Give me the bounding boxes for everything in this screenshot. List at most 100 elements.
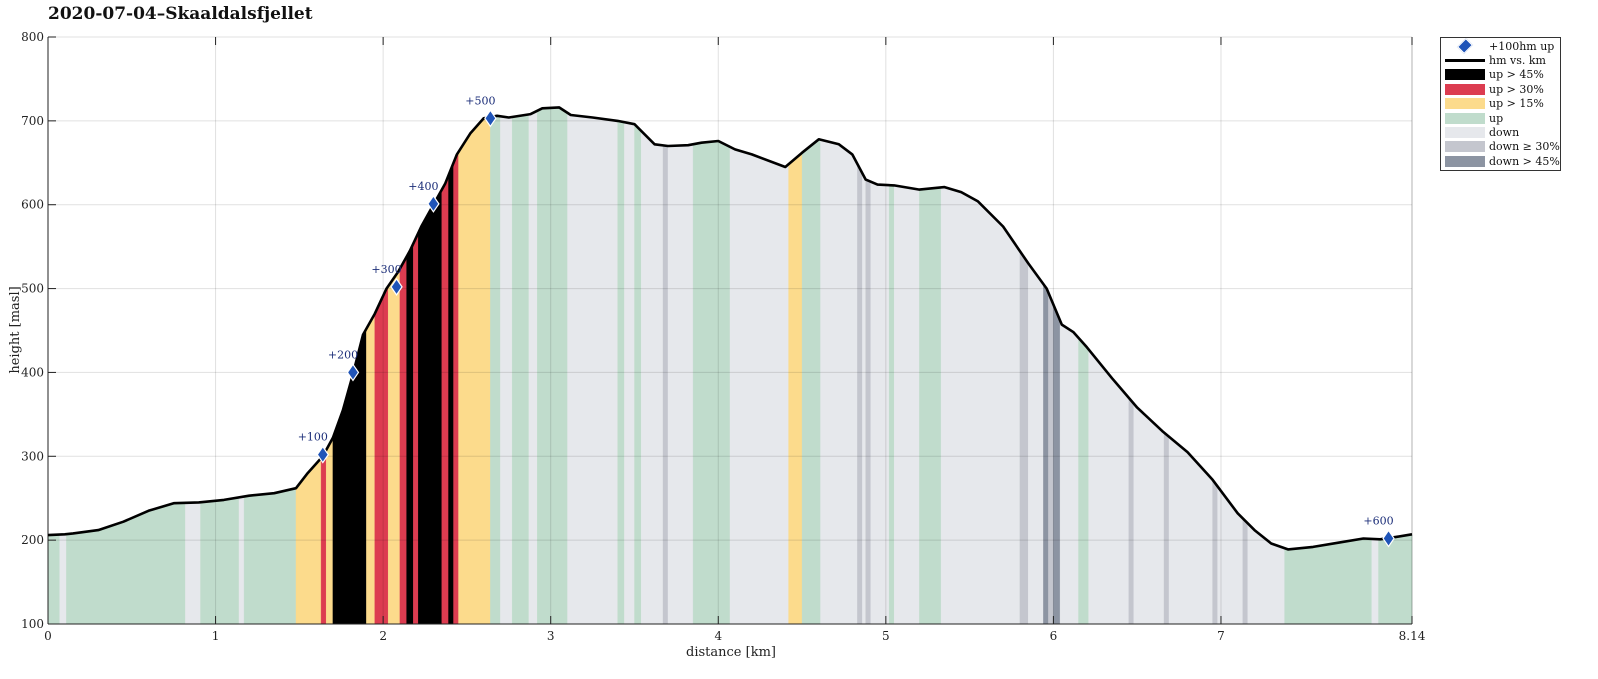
legend-symbol (1445, 69, 1485, 81)
slope-band-down30 (1212, 479, 1218, 625)
x-tick-label: 6 (1050, 629, 1058, 643)
hm-marker-label: +400 (408, 180, 438, 193)
slope-band-up15 (788, 152, 803, 625)
legend-label: up > 45% (1489, 68, 1544, 82)
slope-band-down30 (1242, 517, 1248, 625)
x-tick-label: 4 (714, 629, 722, 643)
slope-band-up30 (374, 285, 389, 625)
legend-label: down ≥ 30% (1489, 140, 1560, 154)
slope-band-down30 (1019, 250, 1029, 625)
slope-band-down30 (1163, 432, 1170, 625)
slope-band-up (47, 534, 60, 625)
legend-item-up45: up > 45% (1441, 68, 1560, 82)
legend-swatch (1445, 155, 1485, 167)
slope-band-up30 (453, 151, 459, 625)
legend-label: up > 30% (1489, 82, 1544, 96)
legend-swatch (1445, 112, 1485, 124)
slope-band-down30 (1048, 292, 1054, 625)
slope-band-down (1059, 320, 1079, 625)
slope-band-down (870, 181, 890, 625)
slope-bands (47, 107, 1413, 625)
legend-symbol (1445, 98, 1485, 110)
y-tick-label: 300 (21, 449, 44, 463)
slope-band-down (1133, 403, 1165, 625)
slope-band-up (1378, 534, 1413, 625)
legend-swatch (1445, 83, 1485, 95)
slope-band-down45 (1043, 283, 1049, 625)
y-tick-label: 400 (21, 365, 44, 379)
hm-marker-label: +600 (1363, 514, 1393, 527)
slope-band-up (537, 107, 568, 625)
x-tick-label: 1 (212, 629, 220, 643)
legend-item-marker: +100hm up (1441, 38, 1560, 55)
slope-band-up45 (418, 188, 442, 625)
slope-band-down30 (865, 179, 871, 625)
legend-label: down (1489, 126, 1520, 140)
slope-band-up30 (413, 232, 419, 625)
legend-symbol (1445, 112, 1485, 124)
slope-band-down (894, 185, 920, 625)
y-tick-label: 700 (21, 114, 44, 128)
x-tick-label: 5 (882, 629, 890, 643)
slope-band-down (667, 143, 694, 625)
slope-band-up (490, 115, 501, 625)
slope-band-up15 (388, 268, 401, 625)
slope-band-up30 (399, 256, 407, 625)
hm-marker-diamond (316, 445, 330, 464)
x-tick-label: 7 (1217, 629, 1225, 643)
legend-label: up (1489, 111, 1504, 125)
legend-symbol (1445, 141, 1485, 153)
hm-marker-label: +100 (298, 431, 328, 444)
slope-band-up15 (458, 116, 491, 625)
legend-label: up > 15% (1489, 97, 1544, 111)
hm-marker-diamond (1382, 529, 1395, 548)
legend-swatch (1445, 141, 1485, 153)
slope-band-up15 (326, 437, 334, 625)
elevation-profile (47, 106, 1413, 551)
legend-label: hm vs. km (1489, 54, 1546, 68)
slope-band-down (500, 116, 513, 625)
slope-band-up (74, 502, 186, 625)
slope-band-down (528, 110, 538, 625)
legend-label: down > 45% (1489, 154, 1560, 168)
legend-swatch (1445, 127, 1485, 139)
x-axis-label: distance [km] (686, 645, 776, 660)
slope-band-up45 (448, 162, 454, 625)
legend-symbol (1445, 83, 1485, 95)
slope-band-down (1168, 436, 1213, 625)
x-tick-label: 2 (379, 629, 387, 643)
slope-band-up30 (320, 450, 327, 625)
hm-marker-diamond (484, 109, 497, 128)
slope-band-down (185, 501, 201, 625)
legend-symbol (1445, 155, 1485, 167)
slope-band-down (238, 496, 245, 625)
slope-band-down (940, 186, 1021, 625)
slope-band-up (889, 184, 895, 625)
slope-band-up (200, 497, 240, 625)
y-tick-label: 500 (21, 282, 44, 296)
slope-band-up (634, 123, 642, 625)
legend-swatch (1445, 59, 1485, 63)
y-tick-label: 600 (21, 198, 44, 212)
legend-swatch (1456, 38, 1474, 55)
x-tick-label: 8.14 (1399, 629, 1426, 643)
legend: +100hm up hm vs. km up > 45% up > 30% up > 1… (1440, 37, 1561, 171)
slope-band-down30 (857, 163, 863, 625)
slope-band-up45 (406, 243, 414, 625)
slope-band-down (624, 121, 635, 625)
elevation-line (47, 106, 1413, 551)
y-tick-label: 800 (21, 30, 44, 44)
slope-band-up (801, 139, 821, 625)
slope-band-up (1284, 538, 1372, 625)
legend-symbol (1445, 38, 1485, 55)
slope-band-up (1078, 337, 1089, 625)
slope-band-up (512, 114, 530, 625)
legend-swatch (1445, 98, 1485, 110)
slope-band-down30 (662, 145, 669, 625)
slope-band-down45 (1053, 304, 1061, 625)
slope-band-up (66, 532, 75, 625)
slope-band-down (862, 173, 866, 625)
slope-band-down (1371, 538, 1379, 625)
y-tick-label: 100 (21, 617, 44, 631)
